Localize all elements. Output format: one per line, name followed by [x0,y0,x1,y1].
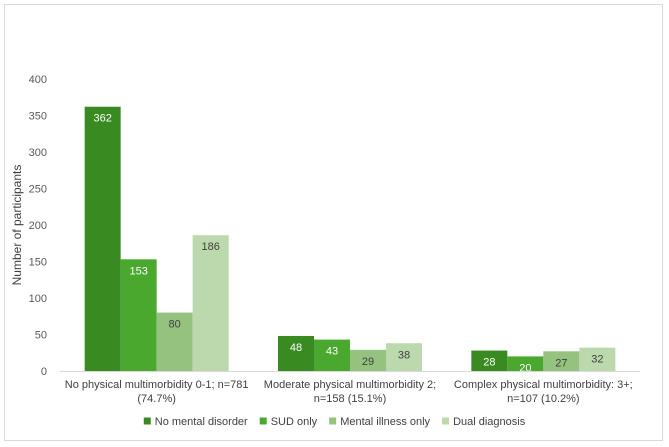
legend-label: No mental disorder [155,416,248,428]
data-label: 38 [398,349,410,361]
bar [278,335,314,371]
bar [386,343,422,371]
bar [314,339,350,371]
y-tick-label: 200 [29,220,47,232]
y-tick-label: 350 [29,111,47,123]
y-tick-label: 100 [29,293,47,305]
category-labels: No physical multimorbidity 0-1; n=781 (74… [65,379,633,405]
y-axis-label: Number of participants [10,165,24,286]
data-label: 32 [591,354,603,366]
data-labels: 362 153 80 186 48 43 29 38 28 20 27 32 [93,113,603,375]
y-tick-label: 150 [29,257,47,269]
x-tick-label: Complex physical multimorbidity: 3+; n=10… [454,379,633,405]
data-label: 43 [326,346,338,358]
data-label: 153 [129,265,147,277]
legend-label: Dual diagnosis [453,416,526,428]
y-tick-label: 250 [29,184,47,196]
bar [156,312,193,371]
y-tick-label: 50 [35,330,47,342]
x-tick-label: No physical multimorbidity 0-1; n=781 (74… [65,379,249,405]
bar [84,106,121,372]
legend-label: SUD only [271,416,318,428]
data-label: 27 [555,357,567,369]
data-label: 48 [290,342,302,354]
data-label: 28 [483,357,495,369]
data-label: 362 [93,113,111,125]
y-axis-ticks: 0 50 100 150 200 250 300 350 400 [29,74,47,378]
y-tick-label: 400 [29,74,47,86]
legend-swatch [259,417,267,425]
y-tick-label: 300 [29,147,47,159]
data-label: 80 [169,319,181,331]
bar [120,259,157,371]
bar [192,235,229,371]
bar [579,347,616,371]
data-label: 186 [201,241,219,253]
legend-swatch [442,417,450,425]
bars [84,106,616,372]
legend-label: Mental illness only [340,416,430,428]
data-label: 29 [362,356,374,368]
legend-swatch [329,417,337,425]
data-label: 20 [519,362,531,374]
y-tick-label: 0 [41,366,47,378]
x-tick-label: Moderate physical multimorbidity 2; n=158… [264,379,436,405]
legend: No mental disorder SUD only Mental illness… [143,416,526,428]
bar [350,349,386,371]
bar [543,351,580,371]
bar [507,356,544,371]
bar [471,350,508,371]
legend-swatch [143,417,151,425]
